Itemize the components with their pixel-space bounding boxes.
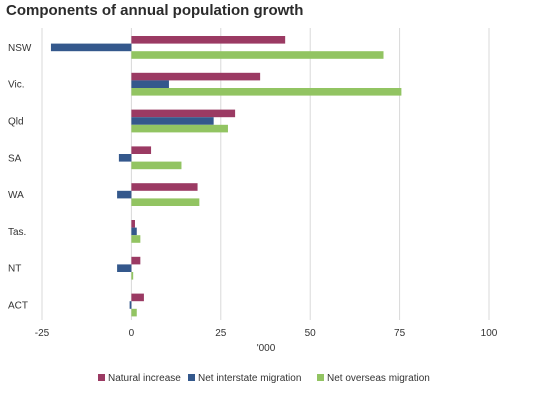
legend-label: Natural increase — [108, 373, 181, 384]
legend-label: Net overseas migration — [327, 373, 430, 384]
bar-vic-natural-increase — [131, 72, 261, 81]
bar-act-net-interstate-migration — [129, 301, 132, 309]
bar-qld-natural-increase — [131, 109, 236, 118]
category-label: Tas. — [8, 227, 26, 238]
category-label: Vic. — [8, 80, 25, 91]
bar-nt-net-overseas-migration — [131, 272, 134, 280]
x-tick-labels: -25 0 25 50 75 100 — [35, 328, 498, 339]
legend-swatch — [98, 374, 105, 381]
chart-title: Components of annual population growth — [6, 2, 304, 19]
bar-nsw-net-overseas-migration — [131, 51, 384, 59]
x-tick-label: 75 — [394, 328, 406, 339]
x-tick-label: 50 — [305, 328, 317, 339]
x-tick-label: 25 — [215, 328, 227, 339]
bar-vic-net-interstate-migration — [131, 80, 169, 88]
bar-qld-net-interstate-migration — [131, 117, 214, 125]
bar-nt-natural-increase — [131, 256, 141, 265]
bar-wa-net-interstate-migration — [117, 190, 132, 199]
bar-nsw-natural-increase — [131, 36, 286, 44]
category-label: SA — [8, 153, 22, 164]
gridlines — [41, 28, 490, 320]
bar-sa-net-overseas-migration — [131, 161, 182, 170]
bar-sa-net-interstate-migration — [118, 154, 132, 162]
bar-qld-net-overseas-migration — [131, 124, 228, 133]
bar-sa-natural-increase — [131, 146, 152, 154]
bars — [50, 36, 402, 317]
legend-swatch — [188, 374, 195, 381]
category-label: NT — [8, 264, 21, 275]
category-labels: NSW Vic. Qld SA WA Tas. NT ACT — [8, 43, 32, 312]
bar-wa-net-overseas-migration — [131, 198, 200, 206]
legend: Natural increase Net interstate migration… — [98, 373, 430, 384]
category-label: NSW — [8, 43, 32, 54]
x-tick-label: 0 — [129, 328, 135, 339]
bar-tas-net-interstate-migration — [131, 227, 137, 236]
category-label: WA — [8, 190, 24, 201]
x-axis-label: '000 — [257, 343, 276, 354]
x-tick-label: -25 — [35, 328, 50, 339]
legend-swatch — [317, 374, 324, 381]
bar-vic-net-overseas-migration — [131, 88, 402, 96]
bar-tas-natural-increase — [131, 220, 135, 228]
category-label: Qld — [8, 117, 24, 128]
bar-nt-net-interstate-migration — [117, 264, 132, 272]
legend-label: Net interstate migration — [198, 373, 301, 384]
bar-wa-natural-increase — [131, 183, 198, 191]
bar-nsw-net-interstate-migration — [50, 43, 132, 52]
bar-act-natural-increase — [131, 293, 144, 302]
x-tick-label: 100 — [481, 328, 498, 339]
bar-tas-net-overseas-migration — [131, 235, 141, 243]
bar-act-net-overseas-migration — [131, 308, 137, 317]
category-label: ACT — [8, 301, 28, 312]
